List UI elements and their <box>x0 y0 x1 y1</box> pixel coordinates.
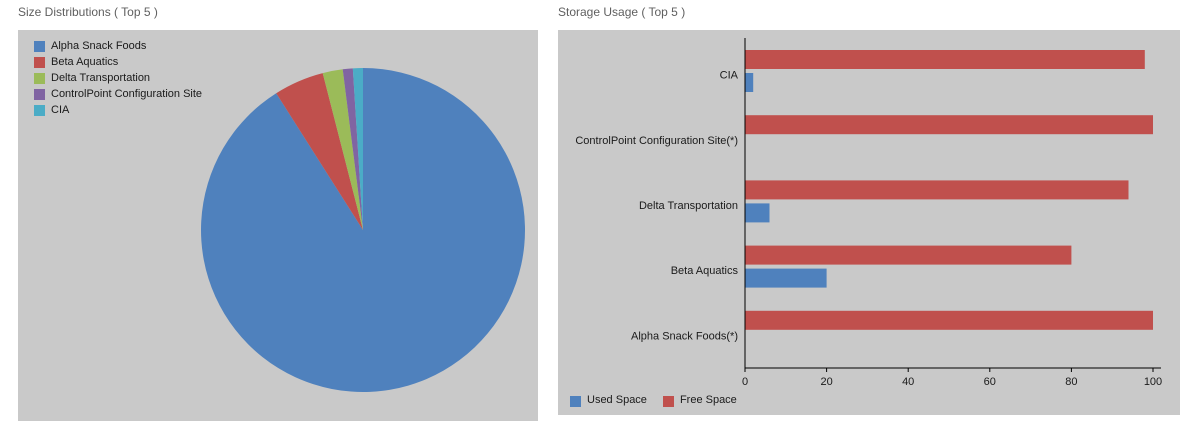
legend-label: Alpha Snack Foods <box>51 40 147 52</box>
bar-category-label: Alpha Snack Foods(*) <box>631 330 738 342</box>
x-axis-tick-label: 60 <box>984 376 996 388</box>
bar-category-label: ControlPoint Configuration Site(*) <box>575 135 738 147</box>
legend-label: CIA <box>51 104 70 116</box>
legend-swatch <box>34 41 45 52</box>
legend-swatch <box>662 395 674 407</box>
legend-label: Beta Aquatics <box>51 56 119 68</box>
bar-category-label: CIA <box>720 70 739 82</box>
pie-slice-4 <box>342 68 363 230</box>
pie-legend-item: ControlPoint Configuration Site <box>34 88 202 101</box>
bar-chart: CIA ControlPoint Configuration Site(*) Del… <box>575 38 1162 388</box>
pie-chart-title: Size Distributions ( Top 5 ) <box>18 5 158 19</box>
pie-legend-item: CIA <box>34 104 202 117</box>
pie-chart-panel: Alpha Snack Foods Beta Aquatics Delta Tran… <box>18 30 538 421</box>
pie-legend-item: Beta Aquatics <box>34 56 202 69</box>
legend-label: Free Space <box>679 394 737 406</box>
bar-legend: Used Space Free Space <box>570 394 737 407</box>
pie-legend-item: Delta Transportation <box>34 72 202 85</box>
legend-swatch <box>34 57 45 68</box>
x-axis-tick-label: 0 <box>742 376 748 388</box>
x-axis-tick-label: 40 <box>902 376 914 388</box>
bar-used-space-4 <box>745 268 827 288</box>
bar-legend-item: Used Space <box>570 394 647 407</box>
pie-slice-3 <box>322 69 363 230</box>
x-axis-tick-label: 100 <box>1144 376 1162 388</box>
legend-swatch <box>34 89 45 100</box>
legend-label: Delta Transportation <box>51 72 151 84</box>
pie-slice-1 <box>201 68 526 392</box>
x-axis-tick-label: 80 <box>1065 376 1077 388</box>
bar-chart-panel: CIA ControlPoint Configuration Site(*) Del… <box>558 30 1180 415</box>
bar-free-space-4 <box>745 245 1072 265</box>
legend-swatch <box>34 73 45 84</box>
pie-slice-5 <box>352 68 363 230</box>
bar-free-space-5 <box>745 310 1153 330</box>
pie-legend: Alpha Snack Foods Beta Aquatics Delta Tran… <box>34 40 202 117</box>
bar-category-label: Delta Transportation <box>639 200 738 212</box>
pie-legend-item: Alpha Snack Foods <box>34 40 202 53</box>
bar-legend-item: Free Space <box>662 394 737 407</box>
bar-free-space-1 <box>745 50 1145 69</box>
bar-free-space-3 <box>745 180 1129 200</box>
bar-used-space-3 <box>745 203 770 223</box>
legend-label: Used Space <box>587 394 647 406</box>
x-axis-tick-label: 20 <box>820 376 832 388</box>
bar-used-space-1 <box>745 73 754 92</box>
pie-slice-2 <box>276 73 363 230</box>
bar-free-space-2 <box>745 115 1153 135</box>
legend-label: ControlPoint Configuration Site <box>51 88 203 100</box>
pie-chart <box>201 68 526 392</box>
bar-chart-title: Storage Usage ( Top 5 ) <box>558 5 686 19</box>
legend-swatch <box>34 105 45 116</box>
legend-swatch <box>570 395 581 407</box>
bar-category-label: Beta Aquatics <box>671 265 739 277</box>
